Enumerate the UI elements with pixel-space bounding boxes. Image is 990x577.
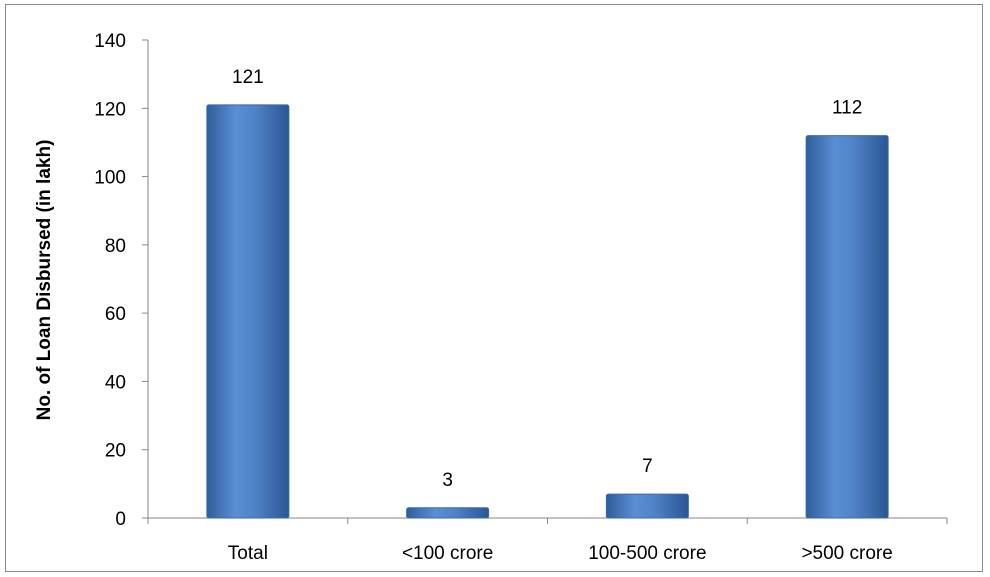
- bar: [805, 135, 889, 519]
- x-tick-label: Total: [228, 543, 268, 564]
- bar: [206, 104, 290, 519]
- data-label: 7: [642, 456, 653, 477]
- bar: [605, 493, 689, 519]
- y-tick-label: 100: [94, 168, 126, 189]
- y-tick-label: 120: [94, 99, 126, 120]
- x-tick-label: <100 crore: [402, 543, 493, 564]
- data-label: 3: [442, 470, 453, 491]
- x-axis: Total <100 crore 100-500 crore >500 crore: [147, 517, 948, 564]
- y-tick-label: 140: [94, 31, 126, 52]
- y-tick-label: 40: [105, 372, 126, 393]
- x-tick-label: 100-500 crore: [588, 543, 706, 564]
- data-label: 121: [232, 67, 264, 88]
- bar: [406, 507, 490, 519]
- x-tick-label: >500 crore: [801, 543, 892, 564]
- y-tick-label: 80: [105, 236, 126, 257]
- y-tick-label: 0: [115, 509, 126, 530]
- y-axis-title: No. of Loan Disbursed (in lakh): [34, 140, 55, 421]
- y-tick-label: 60: [105, 304, 126, 325]
- y-axis: 0 20 40 60 80 100 120 140: [94, 31, 149, 530]
- data-label: 112: [832, 98, 862, 119]
- bars: 121 3 7 112: [206, 67, 889, 519]
- y-tick-label: 20: [105, 441, 126, 462]
